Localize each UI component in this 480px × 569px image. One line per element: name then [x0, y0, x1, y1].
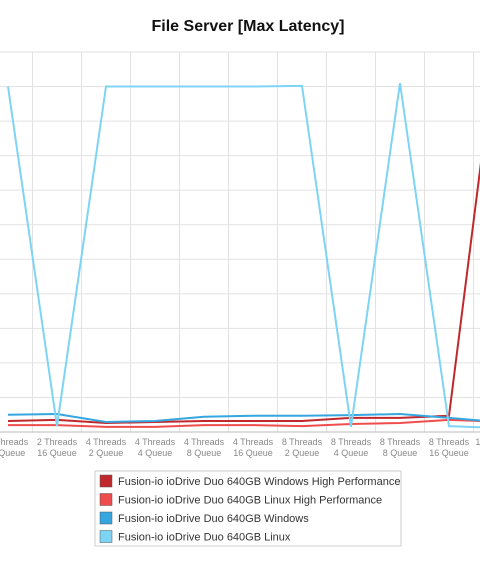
- x-tick-label-line: 8 Threads: [380, 437, 421, 447]
- legend-swatch: [99, 530, 113, 543]
- x-tick-label-line: 2 Threads: [0, 437, 29, 447]
- x-tick-label-line: 4 Queue: [138, 448, 173, 458]
- x-tick-label-line: 8 Threads: [331, 437, 372, 447]
- x-tick-label-line: 8 Queue: [383, 448, 418, 458]
- series-line: [8, 418, 480, 428]
- x-tick-label: 8 Threads 16 Queue: [429, 437, 470, 458]
- x-tick-label: 4 Threads 4 Queue: [135, 437, 176, 458]
- x-tick-label-line: 8 Queue: [187, 448, 222, 458]
- x-tick-label-line: 16 Queue: [429, 448, 469, 458]
- x-tick-label-line: 4 Threads: [233, 437, 274, 447]
- x-tick-label-line: 16 Queue: [37, 448, 77, 458]
- series-line: [7, 82, 480, 429]
- x-tick-label-line: 8 Threads: [282, 437, 323, 447]
- x-tick-label-line: 2 Queue: [89, 448, 124, 458]
- x-tick-label-line: 8 Queue: [0, 448, 25, 458]
- legend-label: Fusion-io ioDrive Duo 640GB Linux High P…: [118, 495, 382, 507]
- x-tick-label: 8 Threads 4 Queue: [331, 437, 372, 458]
- series-line: [7, 413, 480, 423]
- x-tick-label-line: 4 Threads: [184, 437, 225, 447]
- legend-swatch: [99, 511, 113, 525]
- x-tick-label: 8 Threads 2 Queue: [282, 437, 323, 458]
- legend-label: Fusion-io ioDrive Duo 640GB Linux: [118, 532, 291, 544]
- x-tick-label: 4 Threads 16 Queue: [233, 437, 274, 458]
- x-tick-label-line: 4 Threads: [135, 437, 176, 447]
- legend-label: Fusion-io ioDrive Duo 640GB Windows High…: [118, 476, 400, 488]
- x-tick-label-line: 8 Threads: [429, 437, 470, 447]
- x-tick-label: 4 Threads 8 Queue: [184, 437, 225, 458]
- x-tick-label: 2 Threads 16 Queue: [37, 437, 78, 458]
- legend-swatch: [99, 474, 113, 488]
- chart-title: File Server [Max Latency]: [152, 18, 345, 35]
- x-tick-label-line: 16 Queue: [233, 448, 273, 458]
- x-tick-label-line: 2 Threads: [37, 437, 78, 447]
- x-tick-label-line: 4 Queue: [334, 448, 369, 458]
- legend-label: Fusion-io ioDrive Duo 640GB Windows: [118, 513, 309, 525]
- series-line: [7, 162, 480, 425]
- legend-swatch: [99, 493, 113, 506]
- x-tick-label-line: 2 Queue: [285, 448, 320, 458]
- x-tick-label-line: 4 Threads: [86, 437, 127, 447]
- x-tick-label: 8 Threads 8 Queue: [380, 437, 421, 458]
- x-tick-label: 4 Threads 2 Queue: [86, 437, 127, 458]
- legend: [94, 470, 402, 547]
- x-tick-label-line: 16 Threads: [475, 437, 480, 447]
